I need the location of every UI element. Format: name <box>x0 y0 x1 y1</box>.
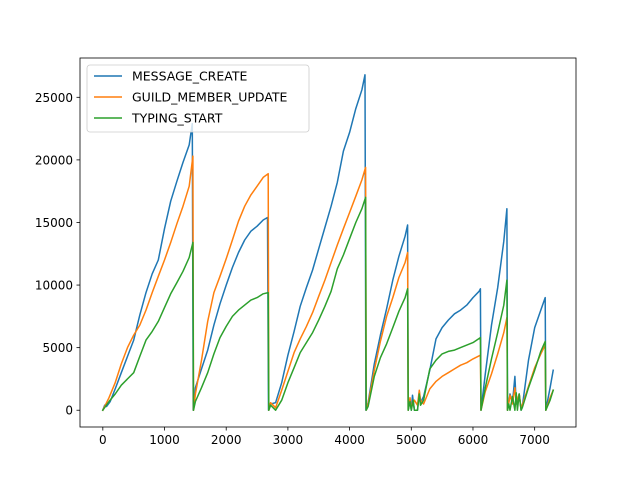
y-tick-label: 5000 <box>42 341 73 355</box>
series-line-2 <box>101 196 555 412</box>
x-tick-label: 2000 <box>211 433 242 447</box>
y-tick-label: 15000 <box>35 216 73 230</box>
legend-entry-0: MESSAGE_CREATE <box>132 69 247 84</box>
y-axis: 0 5000 10000 15000 20000 25000 <box>35 91 80 418</box>
x-tick-label: 3000 <box>273 433 304 447</box>
y-tick-label: 0 <box>65 404 73 418</box>
y-tick-label: 10000 <box>35 279 73 293</box>
x-tick-label: 0 <box>99 433 107 447</box>
legend: MESSAGE_CREATE GUILD_MEMBER_UPDATE TYPING_… <box>86 64 310 133</box>
x-tick-label: 1000 <box>149 433 180 447</box>
axes-frame <box>79 57 577 428</box>
x-axis: 0 1000 2000 3000 4000 5000 6000 7000 <box>99 427 550 447</box>
x-tick-label: 6000 <box>458 433 489 447</box>
x-tick-label: 4000 <box>334 433 365 447</box>
y-tick-label: 20000 <box>35 153 73 167</box>
legend-box <box>86 64 310 133</box>
y-tick-label: 25000 <box>35 91 73 105</box>
legend-entry-1: GUILD_MEMBER_UPDATE <box>132 90 288 105</box>
x-tick-label: 7000 <box>519 433 550 447</box>
legend-entry-2: TYPING_START <box>131 111 223 126</box>
x-tick-label: 5000 <box>396 433 427 447</box>
